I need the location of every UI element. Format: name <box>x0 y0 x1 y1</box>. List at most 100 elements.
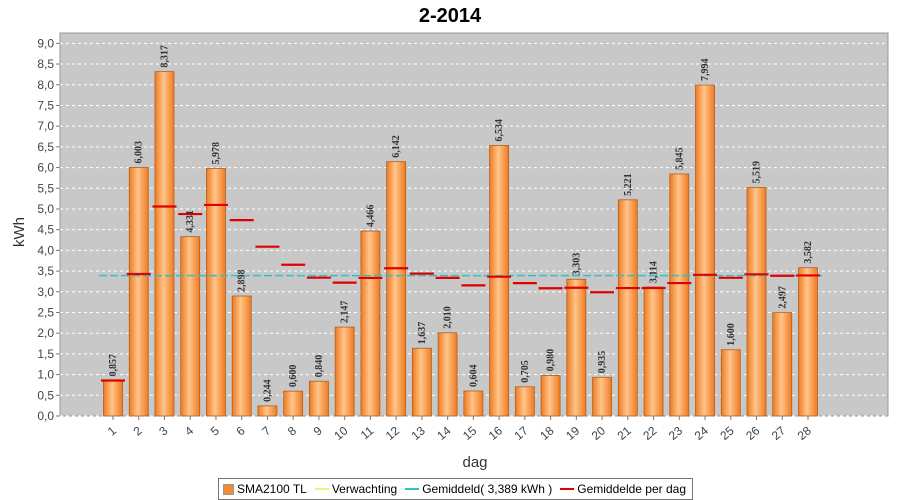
x-tick-label: 21 <box>615 423 634 443</box>
y-tick-label: 2,5 <box>37 305 54 319</box>
bar <box>309 380 329 417</box>
data-labels: 0,857 6,003 8,317 4,331 5,978 2,898 0,244 0,600… <box>108 45 814 402</box>
data-label: 3,303 <box>571 253 582 276</box>
data-label: 0,840 <box>314 355 325 378</box>
bar <box>411 347 432 417</box>
x-tick-label: 10 <box>331 423 350 443</box>
data-label: 1,600 <box>726 323 737 346</box>
legend-label-daily-average: Gemiddelde per dag <box>577 482 687 496</box>
x-tick-label: 20 <box>589 423 608 443</box>
y-tick-label: 7,5 <box>37 98 54 112</box>
bar <box>103 380 123 417</box>
bar <box>283 390 304 417</box>
bar <box>540 375 561 417</box>
x-tick-label: 1 <box>105 423 119 438</box>
data-label: 5,978 <box>211 142 222 165</box>
data-label: 0,980 <box>546 349 557 372</box>
data-label: 0,857 <box>108 354 119 377</box>
x-tick-label: 15 <box>460 423 479 443</box>
x-tick-label: 13 <box>409 423 428 443</box>
bar <box>386 161 407 417</box>
legend-swatch-expectation <box>314 488 329 490</box>
y-tick-label: 9,0 <box>37 36 54 50</box>
data-label: 2,497 <box>777 286 788 309</box>
data-label: 0,244 <box>262 379 273 402</box>
x-tick-label: 6 <box>234 423 248 438</box>
data-label: 2,010 <box>443 306 454 329</box>
data-label: 4,466 <box>365 205 376 228</box>
bar <box>154 71 175 417</box>
bar <box>514 386 535 417</box>
x-tick-label: 4 <box>182 423 196 438</box>
x-tick-label: 26 <box>743 423 762 443</box>
y-axis-label: kWh <box>11 217 28 247</box>
x-tick-label: 14 <box>434 423 453 443</box>
data-label: 5,519 <box>752 161 763 184</box>
legend-item-average: Gemiddeld( 3,389 kWh ) <box>405 482 552 496</box>
legend-item-daily-average: Gemiddelde per dag <box>560 482 686 496</box>
bar <box>360 230 381 417</box>
x-tick-label: 23 <box>666 423 685 443</box>
bar <box>746 187 767 417</box>
x-tick-label: 5 <box>208 423 222 438</box>
y-tick-label: 3,5 <box>37 264 54 278</box>
x-tick-label: 9 <box>311 423 325 438</box>
legend-swatch-daily-average <box>560 488 575 490</box>
x-tick-label: 11 <box>358 423 377 442</box>
x-tick-label: 25 <box>717 423 736 443</box>
data-label: 3,114 <box>649 261 660 283</box>
legend-label-average: Gemiddeld( 3,389 kWh ) <box>422 482 553 496</box>
bar <box>128 167 149 417</box>
y-tick-label: 8,0 <box>37 78 54 92</box>
x-tick-label: 27 <box>769 423 788 443</box>
bar <box>257 405 278 417</box>
bar <box>334 326 355 417</box>
y-tick-label: 6,5 <box>37 140 54 154</box>
x-tick-label: 17 <box>512 423 531 443</box>
data-label: 2,898 <box>237 270 248 293</box>
data-label: 6,534 <box>494 119 505 142</box>
bar <box>489 145 510 417</box>
y-tick-label: 4,5 <box>37 223 54 237</box>
data-label: 7,994 <box>700 59 711 82</box>
chart-title: 2-2014 <box>419 5 482 27</box>
bar <box>772 312 793 417</box>
x-tick-label: 18 <box>537 423 556 443</box>
y-tick-label: 4,0 <box>37 243 54 257</box>
bar <box>437 332 458 417</box>
data-label: 0,604 <box>468 364 479 387</box>
data-label: 5,845 <box>674 147 685 170</box>
x-tick-label: 28 <box>795 423 814 443</box>
data-label: 3,582 <box>803 241 814 264</box>
data-label: 0,935 <box>597 351 608 374</box>
y-tick-label: 0,5 <box>37 388 54 402</box>
x-tick-label: 24 <box>692 423 711 443</box>
bar <box>669 173 690 417</box>
data-label: 2,147 <box>340 301 351 324</box>
y-tick-label: 5,5 <box>37 181 54 195</box>
bars <box>103 71 818 417</box>
bar <box>617 199 638 417</box>
x-tick-label: 19 <box>563 423 582 443</box>
x-tick-label: 2 <box>131 423 145 438</box>
data-label: 6,142 <box>391 135 402 158</box>
legend-label-expectation: Verwachting <box>331 482 398 496</box>
legend-item-expectation: Verwachting <box>314 482 398 496</box>
x-tick-label: 22 <box>640 423 659 443</box>
y-tick-label: 8,5 <box>37 57 54 71</box>
legend-swatch-average <box>405 488 420 490</box>
y-tick-label: 6,0 <box>37 161 54 175</box>
bar <box>592 376 612 417</box>
x-axis-label: dag <box>462 454 487 471</box>
y-tick-label: 7,0 <box>37 119 54 133</box>
data-label: 0,600 <box>288 365 299 388</box>
y-tick-label: 3,0 <box>37 285 54 299</box>
x-tick-label: 16 <box>486 423 505 443</box>
bar <box>231 295 252 417</box>
bar <box>566 278 587 417</box>
daily-average-marks <box>101 203 820 382</box>
bar <box>643 286 664 417</box>
x-tick-label: 3 <box>156 423 170 438</box>
data-label: 1,637 <box>417 322 428 345</box>
